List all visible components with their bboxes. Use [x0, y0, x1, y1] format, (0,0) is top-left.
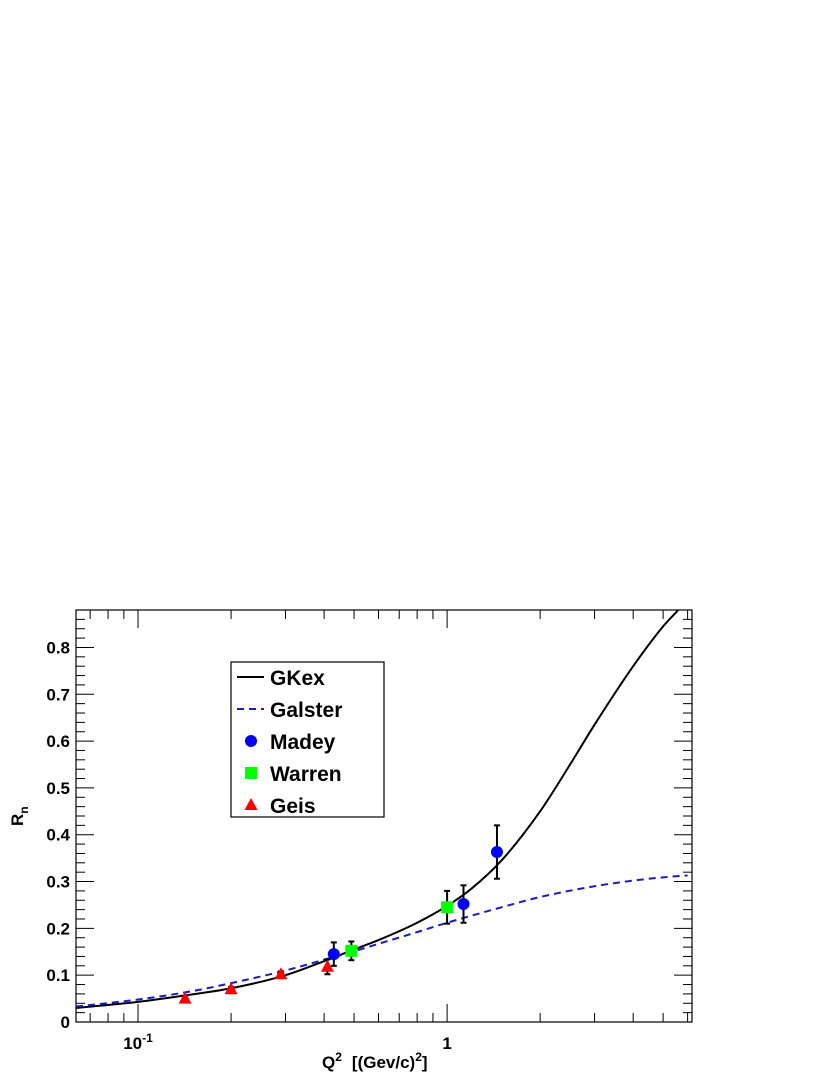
x-tick-label: 1 — [442, 1034, 451, 1053]
legend-label-geis: Geis — [270, 795, 316, 818]
x-axis-title-sup1: 2 — [335, 1050, 342, 1064]
y-tick-label: 0.5 — [46, 779, 70, 798]
legend: GKex Galster Madey Warren Geis — [230, 661, 385, 818]
x-axis-title-sup2: 2 — [415, 1050, 422, 1064]
y-tick-label: 0 — [61, 1013, 70, 1032]
legend-label-warren: Warren — [270, 763, 342, 786]
x-axis-title: Q2 [(Gev/c)2] — [322, 1050, 428, 1072]
legend-label-galster: Galster — [270, 699, 342, 722]
geis-point — [178, 991, 192, 1004]
y-axis-title-sub: n — [17, 806, 31, 813]
y-tick-label: 0.3 — [46, 873, 70, 892]
y-axis-title: Rn — [8, 806, 31, 826]
legend-swatch-warren — [245, 767, 257, 779]
warren-point — [345, 944, 358, 957]
y-axis-title-main: R — [8, 814, 27, 826]
madey-point — [490, 846, 503, 859]
geis-point — [274, 967, 288, 980]
x-axis-title-main: Q — [322, 1053, 335, 1072]
axis-titles: Q2 [(Gev/c)2] Rn — [8, 806, 428, 1072]
legend-label-gkex: GKex — [270, 667, 325, 690]
series-layer — [76, 610, 688, 1009]
x-axis-title-end: ] — [422, 1053, 428, 1072]
x-tick-label: 10-1 — [123, 1031, 153, 1053]
legend-swatch-geis — [244, 798, 258, 810]
y-tick-label: 0.7 — [46, 685, 70, 704]
y-tick-label: 0.6 — [46, 732, 70, 751]
galster-curve — [76, 874, 688, 1008]
geis-point — [224, 982, 238, 995]
y-tick-label: 0.2 — [46, 919, 70, 938]
madey-point — [327, 948, 340, 961]
geis-point — [320, 959, 334, 972]
y-tick-label: 0.1 — [46, 966, 70, 985]
axes: 0 0.1 0.2 0.3 0.4 0.5 0.6 0.7 0.8 10-1 1 — [46, 609, 692, 1053]
warren-point — [441, 901, 454, 914]
legend-label-madey: Madey — [270, 731, 336, 754]
madey-point — [457, 898, 470, 911]
y-tick-label: 0.4 — [46, 826, 70, 845]
y-tick-label: 0.8 — [46, 638, 70, 657]
x-axis-title-mid: [(Gev/c) — [352, 1053, 415, 1072]
legend-swatch-madey — [245, 735, 257, 747]
